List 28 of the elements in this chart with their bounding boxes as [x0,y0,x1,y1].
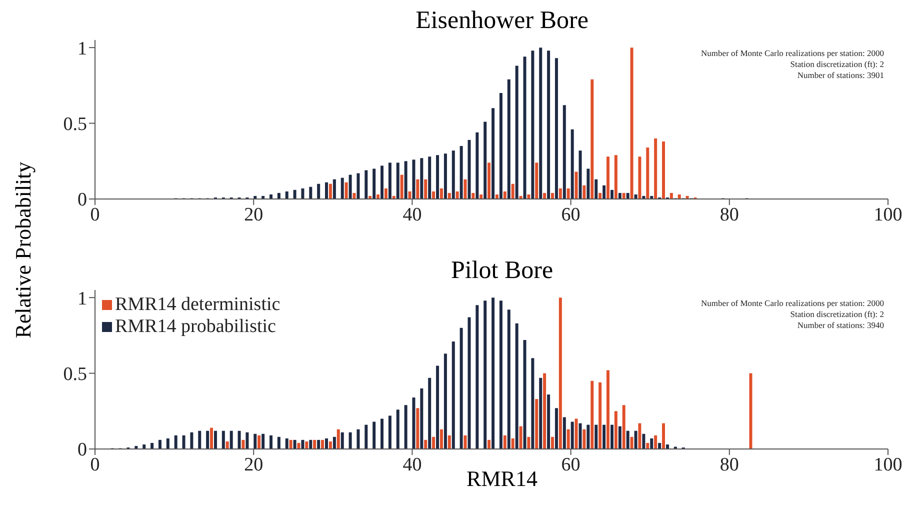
x-tick-label: 100 [874,454,902,476]
y-axis-title: Relative Probability [10,162,36,338]
annotation: Number of Monte Carlo realizations per station: 2000 [701,48,884,59]
x-tick-label: 80 [720,204,739,226]
y-tick-label: 1 [78,288,87,310]
annotation: Number of stations: 3940 [796,320,884,331]
x-tick-label: 20 [244,454,264,476]
chart-title: Pilot Bore [450,257,554,284]
legend-label: RMR14 deterministic [115,294,280,316]
x-tick-label: 40 [402,204,422,226]
y-tick-label: 0.5 [63,114,87,136]
y-tick-label: 0 [78,440,87,461]
y-tick-label: 0 [78,190,87,211]
x-tick-label: 80 [720,454,739,476]
x-tick-label: 20 [244,204,264,226]
x-tick-label: 60 [561,204,580,226]
x-axis-title: RMR14 [466,466,538,491]
annotation: Station discretization (ft): 2 [789,309,884,320]
x-tick-label: 60 [561,454,580,476]
chart-title: Eisenhower Bore [414,7,590,34]
annotation: Number of stations: 3901 [796,70,884,81]
y-tick-label: 1 [78,38,87,60]
x-tick-label: 40 [402,454,422,476]
annotation: Number of Monte Carlo realizations per station: 2000 [701,298,884,309]
y-tick-label: 0.5 [63,364,87,386]
annotation: Station discretization (ft): 2 [789,59,884,70]
legend-label: RMR14 probabilistic [115,316,276,338]
x-tick-label: 100 [874,204,902,226]
